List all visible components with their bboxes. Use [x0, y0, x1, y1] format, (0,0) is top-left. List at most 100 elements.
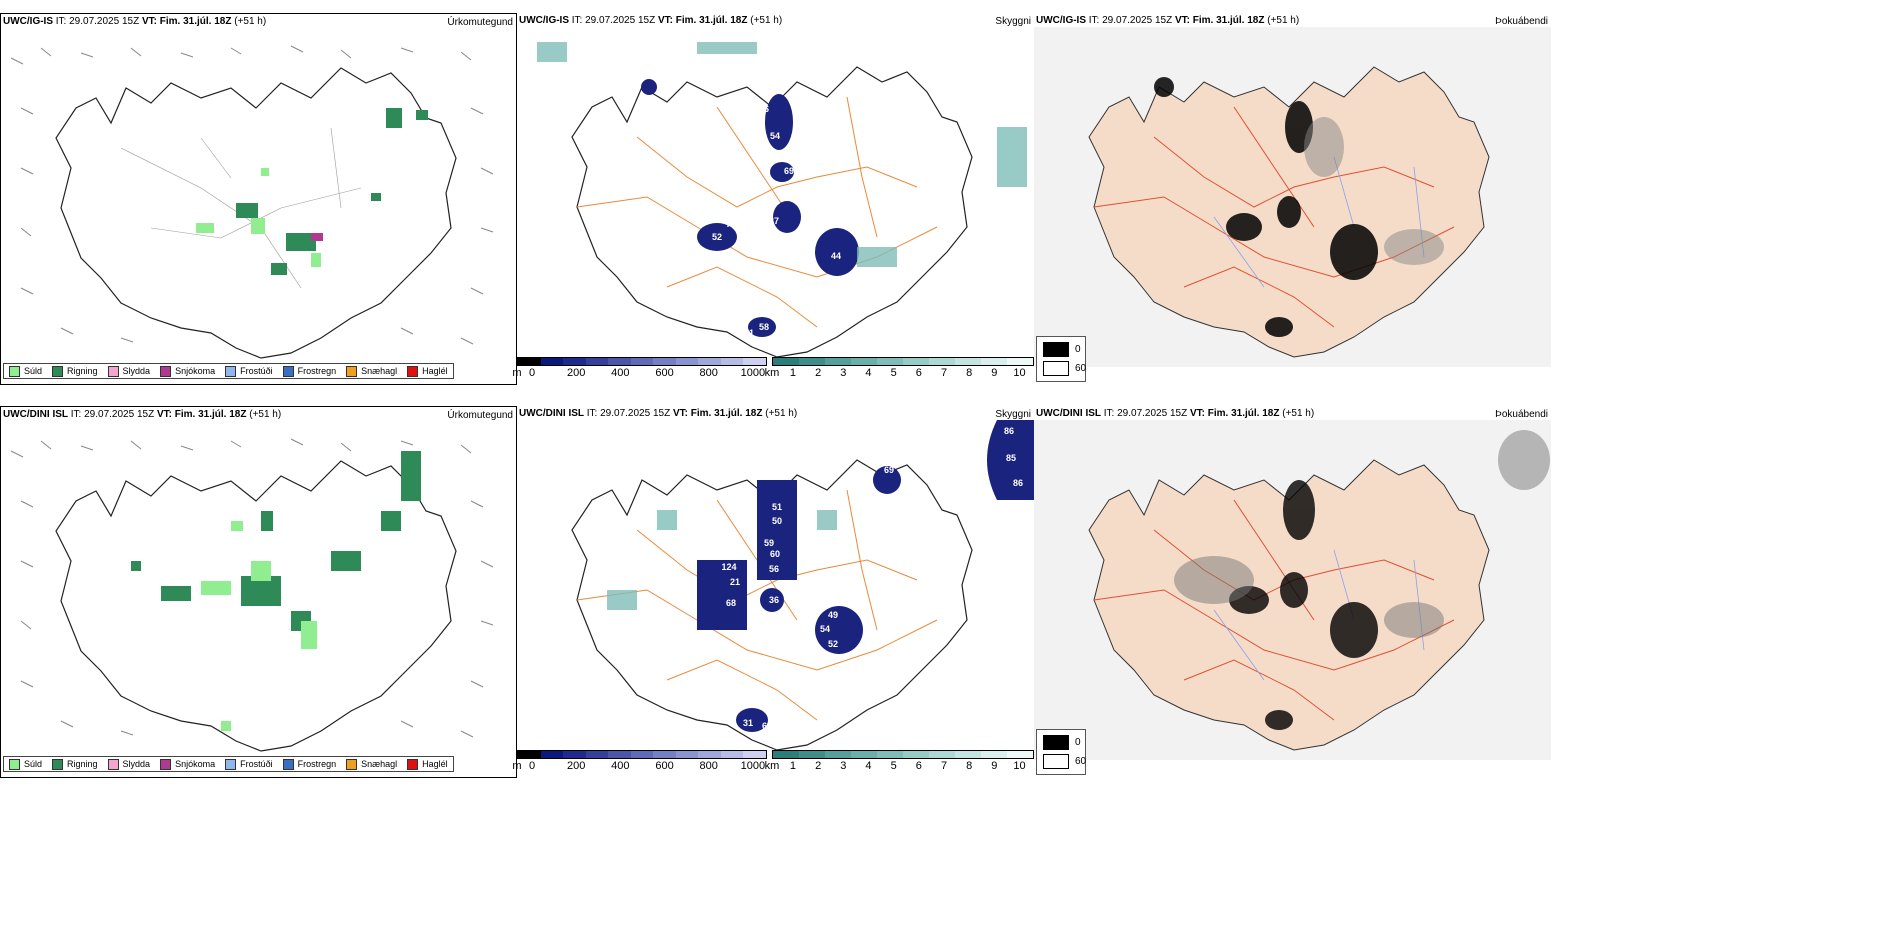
panel-header: UWC/IG-IS IT: 29.07.2025 15Z VT: Fim. 31…	[1036, 15, 1300, 26]
legend-item: Rigning	[47, 757, 103, 771]
cloud-label: 69	[884, 465, 894, 475]
colorbar-segment	[608, 751, 631, 758]
colorbar-tick: 7	[940, 367, 948, 379]
cloud-label: 59	[764, 538, 774, 548]
cloud-label: 36	[769, 595, 779, 605]
colorbar-tick: 9	[991, 760, 998, 772]
colorbar-tick: 0	[528, 367, 536, 379]
legend-item: Snjókoma	[155, 757, 220, 771]
legend-swatch	[52, 758, 64, 770]
colorbar-unit: m	[512, 367, 522, 379]
colorbar-tick: 4	[865, 760, 872, 772]
cloud-label: 124	[721, 562, 736, 572]
precip-map	[10, 438, 494, 752]
panel-header: UWC/DINI ISL IT: 29.07.2025 15Z VT: Fim.…	[1036, 408, 1315, 419]
colorbar-tick: 800	[699, 367, 718, 379]
colorbar-segment	[540, 751, 564, 758]
legend-swatch	[52, 365, 64, 377]
cloud-label: 62	[762, 721, 772, 731]
colorbar-segment	[851, 751, 877, 758]
colorbar-segment	[773, 358, 799, 365]
colorbar-segment	[929, 751, 955, 758]
colorbar-segment	[563, 751, 586, 758]
colorbar-segment	[903, 751, 929, 758]
colorbar-tick: 600	[655, 760, 674, 772]
colorbar-segment	[1007, 358, 1033, 365]
legend-swatch	[107, 365, 119, 377]
colorbar-tick: 0	[528, 760, 536, 772]
legend-swatch	[160, 758, 172, 770]
colorbar-segment	[799, 751, 825, 758]
legend-swatch	[225, 365, 237, 377]
fog-legend-top: 0 60	[1036, 336, 1086, 382]
legend-swatch	[282, 758, 294, 770]
colorbar-segment	[653, 751, 676, 758]
panel-title: Þokuábendi	[1495, 409, 1548, 420]
colorbar-tick: 8	[966, 760, 973, 772]
fog-map	[1034, 420, 1551, 760]
ceiling-colorbar-bottom: m 0 200 400 600 800 1000	[512, 750, 767, 772]
cloud-label: 70	[726, 219, 736, 229]
colorbar-segment	[585, 751, 609, 758]
cloud-label: 51	[772, 502, 782, 512]
legend-item: Frostregn	[278, 757, 342, 771]
colorbar-tick: 10	[1013, 760, 1026, 772]
colorbar-tick: 600	[655, 367, 674, 379]
cloud-label: 31	[743, 718, 753, 728]
legend-swatch	[225, 758, 237, 770]
legend-item: Slydda	[103, 757, 156, 771]
colorbar-segment	[720, 751, 744, 758]
legend-swatch	[282, 365, 294, 377]
colorbar-tick: 1000	[740, 760, 766, 772]
fog-panel-bottom: UWC/DINI ISL IT: 29.07.2025 15Z VT: Fim.…	[1034, 406, 1551, 778]
colorbar-tick: 2	[815, 760, 822, 772]
colorbar-tick: 1	[789, 367, 797, 379]
legend-swatch	[9, 365, 20, 377]
cloud-label: 56	[769, 564, 779, 574]
cloud-label: 58	[759, 322, 769, 332]
precip-type-legend: Súld Rigning Slydda Snjókoma Frostúði Fr…	[3, 756, 454, 772]
legend-item: Haglél	[402, 364, 453, 378]
visibility-colorbar-top: km 1 2 3 4 5 6 7 8 9 10	[765, 357, 1034, 379]
panel-title: Skyggni	[995, 16, 1031, 27]
colorbar-segment	[540, 358, 564, 365]
panel-title: Úrkomutegund	[447, 17, 513, 28]
cloud-label: 86	[1013, 478, 1023, 488]
colorbar-segment	[851, 358, 877, 365]
colorbar-segment	[877, 358, 903, 365]
colorbar-tick: 1000	[740, 367, 766, 379]
colorbar-segment	[825, 751, 851, 758]
fog-panel-top: UWC/IG-IS IT: 29.07.2025 15Z VT: Fim. 31…	[1034, 13, 1551, 385]
legend-item: Frostregn	[278, 364, 342, 378]
colorbar-segment	[903, 358, 929, 365]
colorbar-segment	[743, 358, 767, 365]
cloud-label: 49	[828, 610, 838, 620]
colorbar-segment	[720, 358, 744, 365]
cloud-panel-top: UWC/IG-IS IT: 29.07.2025 15Z VT: Fim. 31…	[517, 13, 1034, 385]
colorbar-segment	[1007, 751, 1033, 758]
legend-item: Haglél	[402, 757, 453, 771]
legend-swatch	[407, 758, 419, 770]
cloud-label: 86	[1004, 426, 1014, 436]
legend-swatch	[346, 365, 358, 377]
cloud-map: 51 50 59 60 56 36 124 21 68 49 54 52 31 …	[571, 420, 1034, 751]
cloud-label: 37	[769, 216, 779, 226]
colorbar-segment	[929, 358, 955, 365]
cloud-label: 52	[828, 639, 838, 649]
legend-item: Snjókoma	[155, 364, 220, 378]
cloud-label: 54	[820, 624, 830, 634]
cloud-label: 85	[1006, 453, 1016, 463]
legend-item: Frostúði	[220, 757, 278, 771]
cloud-map: 52 70 37 44 31 58 54 69 96	[537, 42, 1027, 358]
cloud-label: 52	[712, 232, 722, 242]
cloud-label: 50	[772, 516, 782, 526]
panel-header: UWC/DINI ISL IT: 29.07.2025 15Z VT: Fim.…	[519, 408, 798, 419]
colorbar-segment	[698, 358, 721, 365]
cloud-label: 60	[770, 549, 780, 559]
colorbar-segment	[981, 751, 1007, 758]
colorbar-segment	[981, 358, 1007, 365]
legend-swatch	[160, 365, 172, 377]
colorbar-segment	[630, 751, 654, 758]
colorbar-segment	[675, 358, 699, 365]
colorbar-segment	[773, 751, 799, 758]
